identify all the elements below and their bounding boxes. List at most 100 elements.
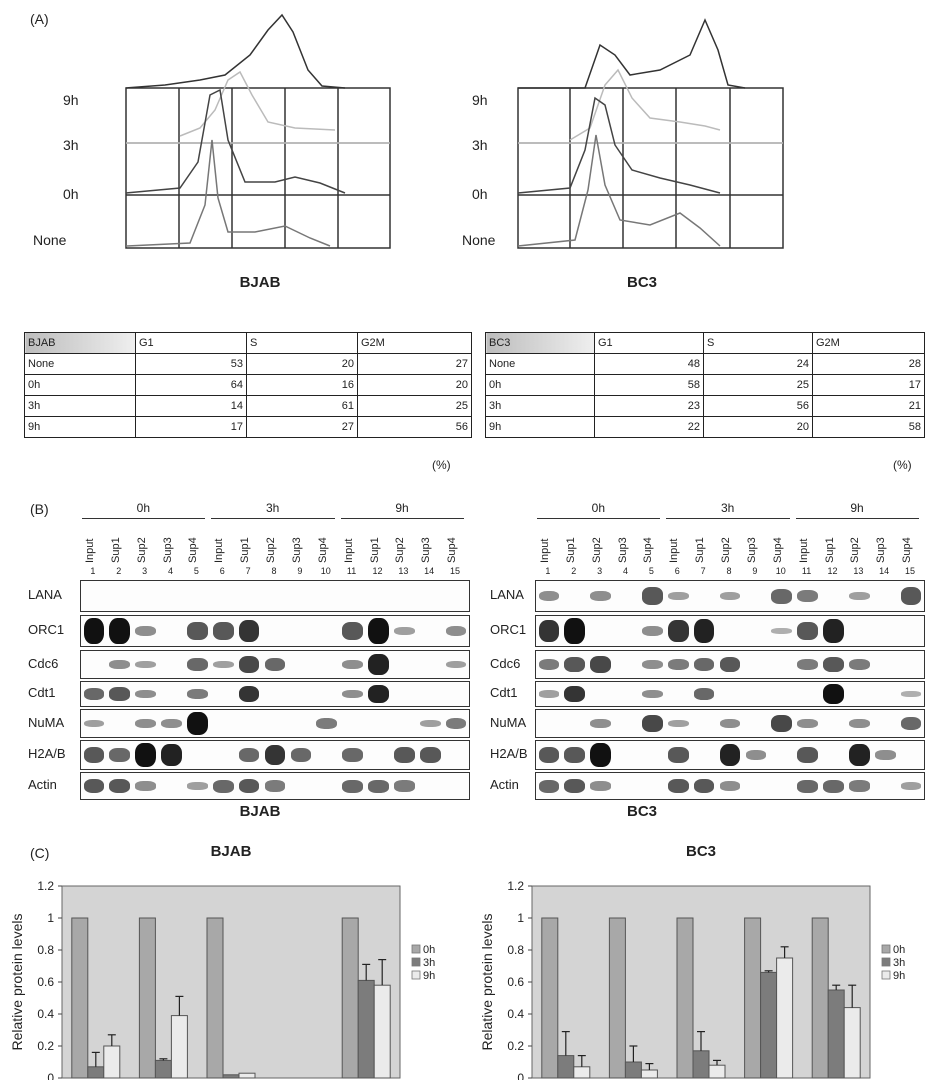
western-blot-bc3-caption: BC3: [626, 803, 657, 820]
table-cell: 56: [357, 416, 472, 438]
blot-band: [368, 618, 389, 644]
blot-band: [719, 656, 741, 673]
lane-label: Sup3: [161, 537, 174, 563]
table-cell: 23: [594, 395, 704, 417]
legend-swatch: [411, 957, 421, 967]
histogram-bc3-label-3h: 3h: [472, 137, 488, 153]
lane-label: Sup1: [239, 537, 252, 563]
lane-number: 13: [853, 566, 864, 576]
blot-band: [693, 688, 715, 700]
table-cell: 17: [812, 374, 925, 396]
timepoint-label: 9h: [850, 501, 864, 515]
blot-band: [83, 778, 105, 794]
bar: [608, 917, 626, 1079]
table-cell: 20: [357, 374, 472, 396]
blot-band: [342, 659, 363, 670]
blot-band: [642, 714, 663, 733]
table-row: None 53 20 27: [24, 353, 472, 375]
blot-band: [667, 747, 689, 763]
blot-band: [667, 658, 689, 671]
blot-band: [874, 750, 896, 760]
blot-band: [538, 779, 560, 793]
timepoint-bracket: [211, 518, 335, 519]
y-tick-label: 0.2: [507, 1039, 524, 1053]
lane-label: Sup1: [564, 537, 577, 563]
chart-title: BJAB: [211, 843, 252, 860]
bar-chart-bc3: BC3 Relative protein levels 0 0.2 0.4 0.6 0.8 1…: [479, 843, 905, 1080]
blot-band: [342, 779, 363, 793]
blot-strip: [535, 615, 925, 647]
bar: [373, 984, 391, 1079]
timepoint-bracket: [537, 518, 661, 519]
blot-strip: [80, 615, 470, 647]
table-row: 9h 17 27 56: [24, 416, 472, 438]
blot-band: [238, 655, 260, 674]
blot-band: [393, 747, 415, 763]
lane-number: 12: [827, 566, 838, 576]
legend-label: 0h: [423, 944, 435, 956]
protein-label: Cdt1: [490, 685, 518, 700]
bar: [573, 1066, 591, 1079]
table-cell: 27: [357, 353, 472, 375]
blot-band: [823, 656, 844, 673]
blot-strip: [80, 580, 470, 612]
blot-strip: [80, 740, 470, 770]
blot-band: [745, 750, 767, 760]
lane-number: 5: [193, 566, 199, 576]
y-tick-label: 1.2: [37, 879, 54, 893]
table-row: 3h 23 56 21: [485, 395, 925, 417]
legend-swatch: [881, 957, 891, 967]
table-cell: 3h: [485, 395, 595, 417]
blot-strip: [80, 709, 470, 738]
blot-band: [719, 718, 741, 729]
blot-band: [564, 747, 586, 763]
blot-band: [368, 684, 389, 704]
blot-band: [642, 625, 663, 637]
bar: [843, 1007, 861, 1079]
y-tick-label: 0.4: [37, 1007, 54, 1021]
table-cell: 61: [246, 395, 358, 417]
table-cell: 24: [703, 353, 813, 375]
blot-band: [135, 718, 156, 729]
blot-band: [823, 779, 844, 793]
lane-number: 3: [597, 566, 603, 576]
y-tick-label: 0.4: [507, 1007, 524, 1021]
lane-label: Sup1: [694, 537, 707, 563]
blot-band: [848, 658, 870, 671]
histogram-bjab-label-0h: 0h: [63, 186, 79, 202]
legend-swatch: [411, 970, 421, 980]
lane-number: 9: [752, 566, 758, 576]
bar: [827, 989, 845, 1079]
lane-number: 12: [372, 566, 383, 576]
blot-band: [797, 747, 818, 763]
lane-label: Sup2: [394, 537, 407, 563]
protein-label: Actin: [28, 777, 57, 792]
cell-cycle-table-bc3: BC3 G1 S G2M None 48 24 28 0h 58 25 17 3h 23 56 2…: [485, 332, 925, 438]
histogram-bc3-svg: [517, 18, 784, 249]
table-cell: 14: [135, 395, 247, 417]
bar: [760, 971, 778, 1079]
blot-band: [590, 781, 611, 791]
protein-label: Cdt1: [28, 685, 56, 700]
blot-band: [238, 748, 260, 762]
blot-strip: [535, 681, 925, 707]
blot-strip: [80, 681, 470, 707]
lane-label: Sup4: [446, 537, 459, 563]
blot-band: [667, 620, 689, 642]
blot-band: [187, 688, 208, 700]
lane-label: Input: [539, 538, 551, 563]
lane-number: 11: [346, 566, 357, 576]
lane-label: Sup3: [616, 537, 629, 563]
blot-band: [238, 778, 260, 794]
table-cell: 64: [135, 374, 247, 396]
blot-band: [316, 717, 338, 730]
table-cell: 25: [357, 395, 472, 417]
table-unit-bc3: (%): [893, 458, 912, 472]
blot-band: [109, 778, 131, 794]
blot-band: [212, 779, 234, 793]
table-header-row: BJAB G1 S G2M: [24, 332, 472, 354]
blot-band: [83, 688, 105, 700]
blot-band: [238, 685, 260, 703]
table-header-cell: BJAB: [24, 332, 136, 354]
lane-number: 8: [271, 566, 277, 576]
